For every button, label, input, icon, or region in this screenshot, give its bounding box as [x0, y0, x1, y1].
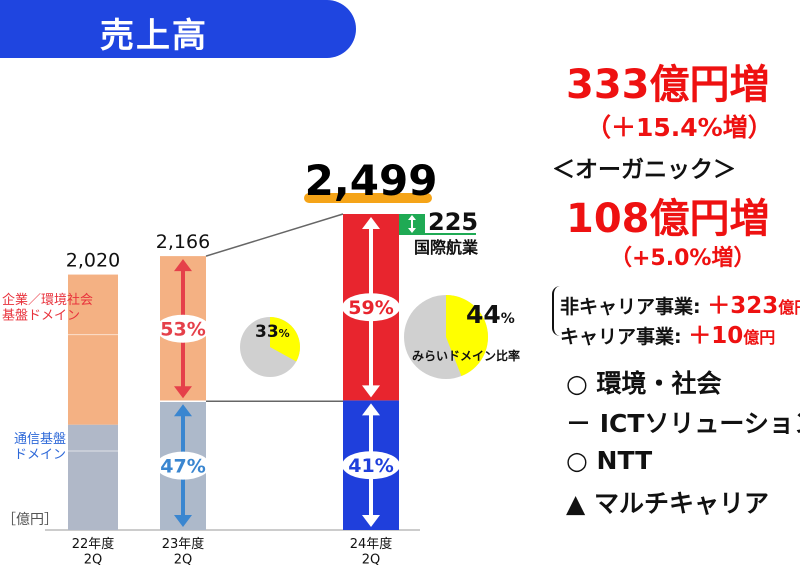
carrier-value: ＋10 — [688, 323, 744, 349]
pie-24-caption: みらいドメイン比率 — [412, 348, 520, 363]
x-tick-label: 23年度 2Q — [162, 536, 205, 568]
pie-24-slice — [446, 295, 488, 377]
pie-24-label: 44% — [466, 300, 515, 329]
growth-amount: 333億円増 — [566, 62, 770, 108]
domain-label-network: 通信基盤ドメイン — [14, 432, 66, 463]
legend-item-ntt: ○ NTT — [566, 446, 652, 475]
bar-top-segment — [68, 274, 118, 425]
noncarrier-label: 非キャリア事業: — [560, 296, 701, 318]
double-arrow-head — [362, 515, 380, 527]
organic-label: ＜オーガニック＞ — [552, 157, 736, 183]
legend-item-ict: － ICTソリューション — [566, 404, 800, 440]
noncarrier-value: ＋323 — [707, 293, 779, 319]
bar-bottom-segment — [68, 424, 118, 530]
triangle-icon: ▲ — [566, 489, 586, 518]
legend-label: 環境・社会 — [596, 369, 722, 398]
total-label-highlight: 2,499 — [305, 156, 438, 205]
percent-oval — [342, 451, 400, 480]
noncarrier-unit: 億円 — [778, 298, 800, 317]
percent-oval — [156, 451, 210, 480]
legend-label: NTT — [596, 446, 653, 475]
total-label: 2,166 — [156, 231, 210, 253]
double-arrow-head — [362, 217, 380, 229]
double-arrow-head — [362, 385, 380, 398]
percent-label: 59% — [348, 297, 393, 319]
title-banner — [0, 0, 356, 58]
increment-value: 225 — [428, 208, 478, 236]
legend-item-environment: ○ 環境・社会 — [566, 364, 722, 400]
organic-growth-percent: （+5.0%増） — [610, 246, 756, 271]
double-arrow-head — [174, 386, 192, 399]
x-tick-label: 22年度 2Q — [72, 536, 115, 568]
carrier-unit: 億円 — [743, 328, 776, 347]
carrier-row: キャリア事業: ＋10億円 — [560, 316, 775, 350]
pie-23-slice — [270, 317, 300, 362]
growth-percent: （＋15.4%増） — [586, 113, 773, 142]
domain-label-enterprise: 企業／環境社会基盤ドメイン — [2, 292, 93, 324]
segment-brace — [552, 286, 562, 336]
circle-icon: ○ — [566, 369, 588, 398]
double-arrow-head — [174, 404, 192, 417]
percent-oval — [156, 314, 210, 343]
page-title: 売上高 — [100, 16, 208, 56]
total-label: 2,020 — [66, 250, 120, 272]
organic-growth-amount: 108億円増 — [566, 196, 770, 242]
connector-line — [205, 213, 344, 257]
revenue-chart: 22年度 2Q 23年度 2Q 24年度 2Q 2,020 2,166 2,499 225 国際航業… — [2, 156, 520, 568]
dash-icon: － — [566, 409, 592, 438]
increment-label: 国際航業 — [414, 238, 479, 257]
percent-label: 47% — [160, 456, 205, 478]
unit-label: ［億円］ — [2, 512, 58, 528]
noncarrier-row: 非キャリア事業: ＋323億円 — [560, 286, 800, 320]
percent-oval — [342, 293, 400, 322]
increment-arrowhead — [408, 228, 416, 233]
legend-label: ICTソリューション — [599, 409, 800, 438]
total-underline — [304, 193, 432, 203]
double-arrow-head — [174, 515, 192, 527]
percent-label: 41% — [348, 455, 393, 477]
pie-23-label: 33% — [255, 322, 290, 342]
double-arrow-head — [174, 259, 192, 272]
circle-icon: ○ — [566, 446, 588, 475]
x-tick-label: 24年度 2Q — [350, 536, 393, 568]
legend-item-multicarrier: ▲ マルチキャリア — [566, 484, 769, 520]
double-arrow-head — [362, 403, 380, 416]
carrier-label: キャリア事業: — [560, 326, 682, 348]
increment-arrowhead — [408, 215, 416, 220]
legend-label: マルチキャリア — [593, 489, 769, 518]
percent-label: 53% — [160, 319, 205, 341]
